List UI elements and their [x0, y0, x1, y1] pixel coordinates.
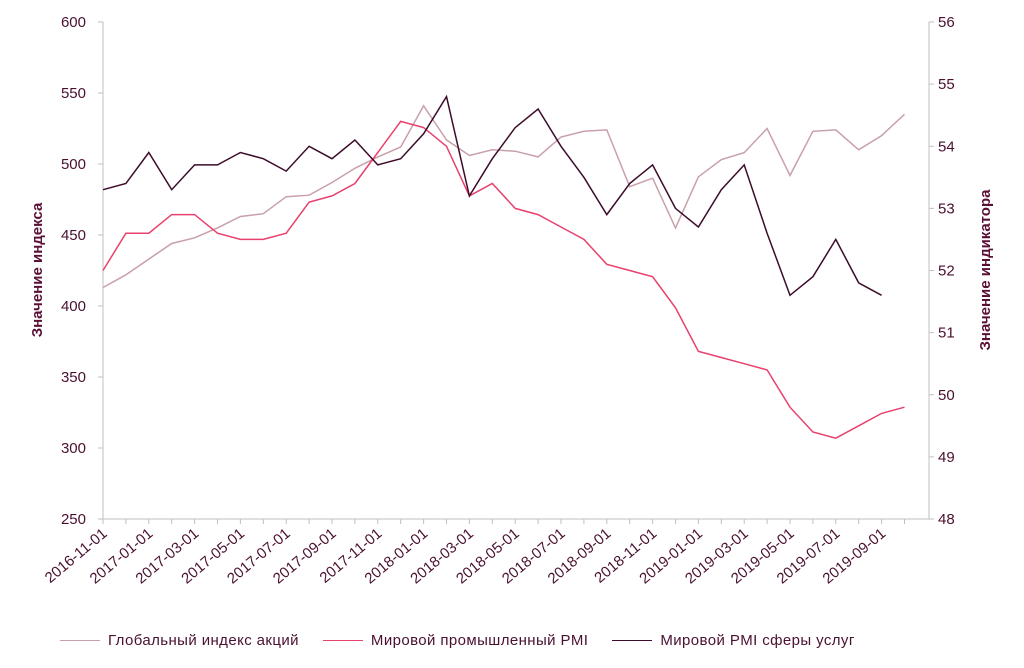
legend-swatch-manufacturing-pmi	[322, 639, 363, 641]
y-right-tick-label: 55	[938, 76, 955, 93]
series-line-manufacturing-pmi	[102, 120, 905, 440]
y-right-tick-label: 54	[938, 138, 955, 155]
legend: Глобальный индекс акций Мировой промышле…	[60, 626, 855, 654]
y-left-tick-label: 450	[61, 227, 86, 244]
y-right-tick-label: 49	[938, 449, 955, 466]
legend-label-services-pmi: Мировой PMI сферы услуг	[660, 631, 855, 649]
legend-swatch-services-pmi	[612, 639, 653, 641]
legend-label-manufacturing-pmi: Мировой промышленный PMI	[370, 631, 589, 649]
y-left-tick-label: 400	[61, 298, 86, 315]
y-right-tick-label: 56	[938, 14, 955, 31]
series-line-global-index	[102, 104, 906, 289]
y-left-tick-label: 600	[61, 14, 86, 31]
y-right-tick-label: 53	[938, 200, 955, 217]
y-right-tick-label: 51	[938, 325, 955, 342]
y-left-tick-label: 350	[61, 369, 86, 386]
series-line-services-pmi	[102, 94, 882, 297]
y-left-axis-title: Значение индекса	[29, 202, 46, 337]
legend-label-global-index: Глобальный индекс акций	[108, 631, 299, 649]
y-left-tick-label: 500	[61, 156, 86, 173]
y-right-tick-label: 50	[938, 387, 955, 404]
y-left-tick-label: 300	[61, 440, 86, 457]
y-left-tick-label: 250	[61, 511, 86, 528]
chart-plot: 250 300 350 400 450 500 550 600 48 49 50 51 52 53 54 55…	[29, 14, 994, 587]
legend-item-manufacturing-pmi: Мировой промышленный PMI	[322, 631, 589, 649]
y-right-tick-label: 52	[938, 263, 955, 280]
legend-item-global-index: Глобальный индекс акций	[60, 632, 299, 649]
y-left-tick-label: 550	[61, 85, 86, 102]
y-right-axis-title: Значение индикатора	[977, 189, 994, 351]
y-right-tick-label: 48	[938, 511, 955, 528]
legend-item-services-pmi: Мировой PMI сферы услуг	[612, 632, 854, 649]
legend-swatch-global-index	[60, 639, 100, 641]
